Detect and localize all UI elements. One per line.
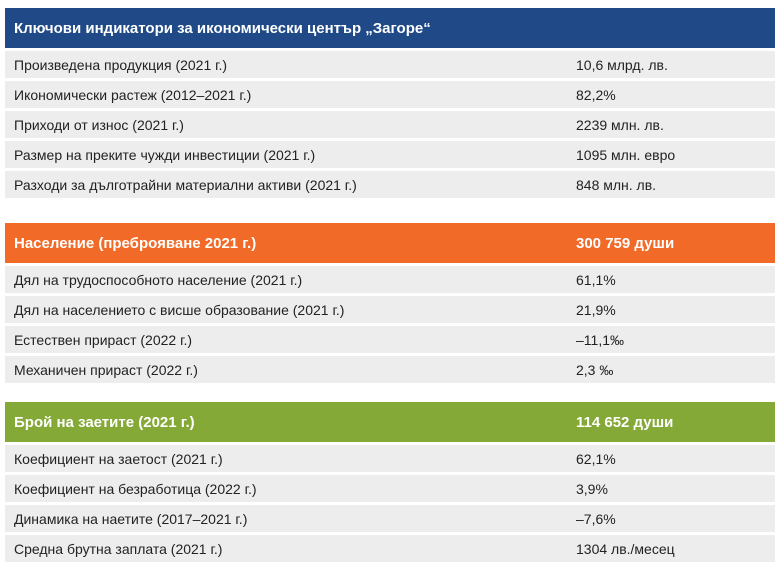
row-label: Икономически растеж (2012–2021 г.) [14, 86, 252, 103]
table-row: Коефициент на безработица (2022 г.) 3,9% [5, 475, 775, 502]
table-row: Естествен прираст (2022 г.) –11,1‰ [5, 326, 775, 353]
population-total: 300 759 души [576, 234, 675, 252]
row-label: Коефициент на заетост (2021 г.) [14, 450, 223, 467]
row-label: Естествен прираст (2022 г.) [14, 331, 193, 348]
table-row: Динамика на наетите (2017–2021 г.) –7,6% [5, 505, 775, 532]
row-value: 2,3 ‰ [576, 361, 614, 378]
table-row: Дял на трудоспособното население (2021 г… [5, 266, 775, 293]
row-label: Дял на трудоспособното население (2021 г… [14, 271, 303, 288]
row-value: 10,6 млрд. лв. [576, 56, 668, 73]
employment-title: Брой на заетите (2021 г.) [14, 413, 195, 431]
row-value: 3,9% [576, 480, 608, 497]
population-header: Население (преброяване 2021 г.) 300 759 … [5, 223, 775, 263]
population-table: Население (преброяване 2021 г.) 300 759 … [5, 223, 775, 383]
table-row: Произведена продукция (2021 г.) 10,6 млр… [5, 51, 775, 78]
row-label: Динамика на наетите (2017–2021 г.) [14, 510, 248, 527]
row-label: Произведена продукция (2021 г.) [14, 56, 228, 73]
row-value: 62,1% [576, 450, 616, 467]
employment-table: Брой на заетите (2021 г.) 114 652 души К… [5, 402, 775, 562]
key-indicators-table: Ключови индикатори за икономически центъ… [5, 8, 775, 198]
row-label: Коефициент на безработица (2022 г.) [14, 480, 257, 497]
population-title: Население (преброяване 2021 г.) [14, 234, 257, 252]
table-row: Размер на преките чужди инвестиции (2021… [5, 141, 775, 168]
table-row: Разходи за дълготрайни материални активи… [5, 171, 775, 198]
row-label: Размер на преките чужди инвестиции (2021… [14, 146, 316, 163]
employment-total: 114 652 души [576, 413, 674, 431]
row-value: 848 млн. лв. [576, 176, 657, 193]
table-row: Механичен прираст (2022 г.) 2,3 ‰ [5, 356, 775, 383]
row-value: 1095 млн. евро [576, 146, 676, 163]
table-row: Дял на населението с висше образование (… [5, 296, 775, 323]
row-label: Средна брутна заплата (2021 г.) [14, 540, 223, 557]
row-label: Приходи от износ (2021 г.) [14, 116, 184, 133]
key-indicators-title: Ключови индикатори за икономически центъ… [14, 19, 431, 37]
employment-header: Брой на заетите (2021 г.) 114 652 души [5, 402, 775, 442]
table-row: Икономически растеж (2012–2021 г.) 82,2% [5, 81, 775, 108]
row-value: 61,1% [576, 271, 616, 288]
key-indicators-header: Ключови индикатори за икономически центъ… [5, 8, 775, 48]
row-value: 2239 млн. лв. [576, 116, 664, 133]
row-value: –11,1‰ [576, 331, 624, 348]
row-value: 82,2% [576, 86, 616, 103]
row-value: –7,6% [576, 510, 616, 527]
row-label: Механичен прираст (2022 г.) [14, 361, 198, 378]
row-value: 1304 лв./месец [576, 540, 675, 557]
row-value: 21,9% [576, 301, 616, 318]
table-row: Коефициент на заетост (2021 г.) 62,1% [5, 445, 775, 472]
table-row: Приходи от износ (2021 г.) 2239 млн. лв. [5, 111, 775, 138]
table-row: Средна брутна заплата (2021 г.) 1304 лв.… [5, 535, 775, 562]
row-label: Разходи за дълготрайни материални активи… [14, 176, 357, 193]
row-label: Дял на населението с висше образование (… [14, 301, 345, 318]
